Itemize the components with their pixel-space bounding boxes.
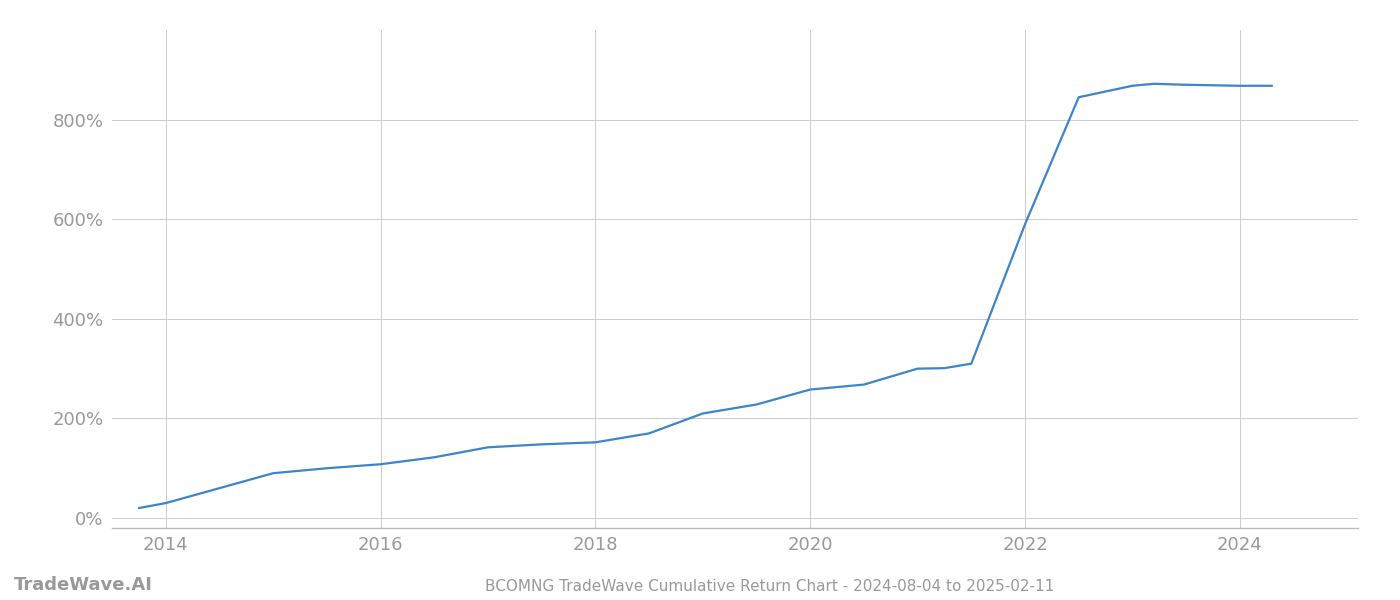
Text: TradeWave.AI: TradeWave.AI [14, 576, 153, 594]
Text: BCOMNG TradeWave Cumulative Return Chart - 2024-08-04 to 2025-02-11: BCOMNG TradeWave Cumulative Return Chart… [486, 579, 1054, 594]
